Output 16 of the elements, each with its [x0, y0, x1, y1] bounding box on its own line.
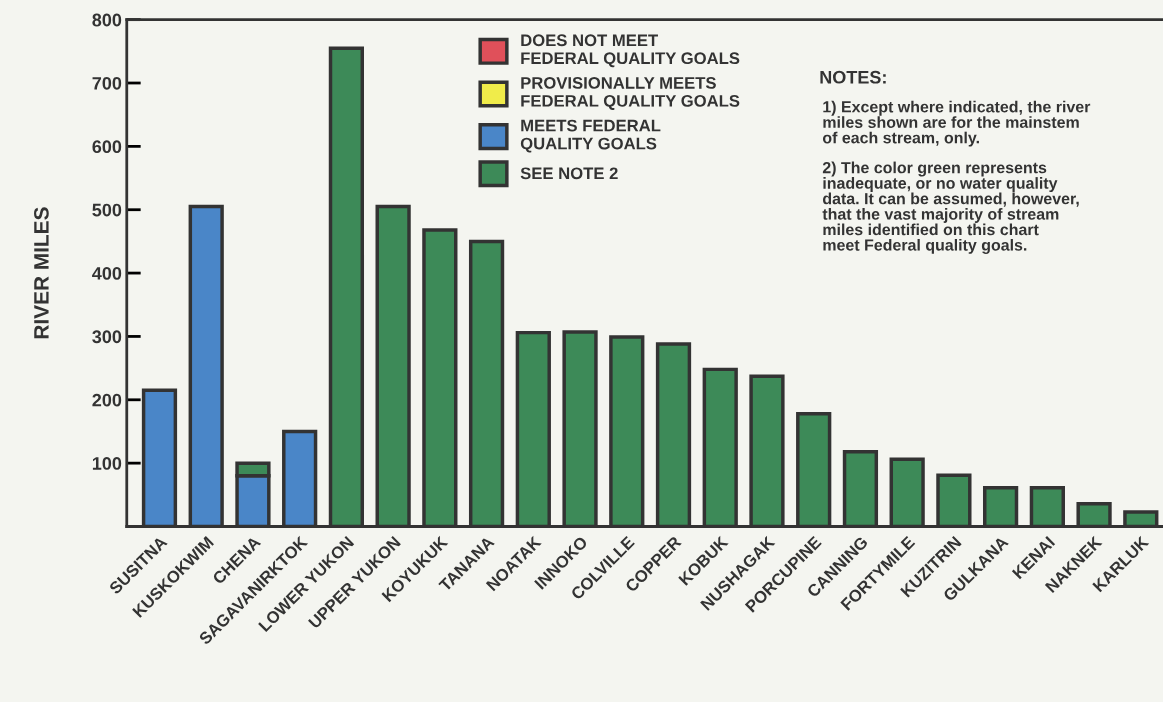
- legend-label: DOES NOT MEET FEDERAL QUALITY GOALS: [521, 34, 740, 68]
- y-tick-label: 200: [92, 393, 122, 407]
- y-tick-label: 100: [92, 457, 122, 470]
- y-tick-label: 400: [92, 267, 122, 280]
- annotation: 2) The color green represents inadequate, or no water quality data. It can be assumed, however, that the vast majority of stream miles identified on this chart meet Federal quality goals.: [822, 161, 1079, 254]
- legend-label: PROVISIONALLY MEETS FEDERAL QUALITY GOALS: [521, 77, 740, 110]
- legend-label: MEETS FEDERAL QUALITY GOALS: [520, 119, 661, 153]
- y-tick-label: 700: [92, 76, 122, 90]
- y-tick-label: 300: [92, 330, 122, 344]
- legend-label: SEE NOTE 2: [520, 167, 618, 180]
- y-tick-label: 800: [92, 13, 122, 27]
- y-tick-label: 500: [92, 203, 122, 217]
- y-tick-label: 600: [92, 140, 122, 154]
- annotation: 1) Except where indicated, the river miles shown are for the mainstem of each stream, only.: [822, 100, 1091, 147]
- annotation: NOTES:: [820, 70, 886, 84]
- y-axis-title: RIVER MILES: [34, 207, 49, 339]
